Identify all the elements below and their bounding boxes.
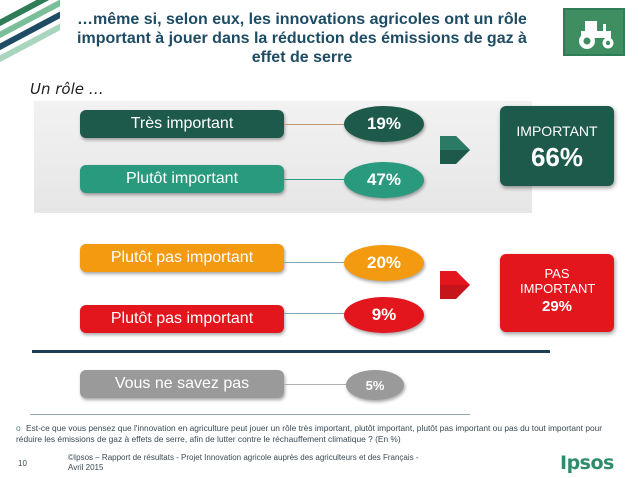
divider xyxy=(32,350,550,353)
connector-line xyxy=(284,124,346,125)
divider xyxy=(30,414,470,415)
row-label-pas-du-tout-important: Plutôt pas important xyxy=(80,305,284,333)
page-title: …même si, selon eux, les innovations agr… xyxy=(77,11,527,66)
total-pas-important-label: PAS IMPORTANT xyxy=(520,266,596,296)
connector-line xyxy=(284,179,346,180)
header-decoration xyxy=(0,0,60,72)
total-important-label: IMPORTANT xyxy=(516,123,598,139)
connector-line xyxy=(284,262,346,263)
question-text: Est-ce que vous pensez que l'innovation … xyxy=(16,423,603,444)
arrow-right-icon xyxy=(440,136,470,164)
total-pas-important-value: 29% xyxy=(541,298,573,315)
page-number: 10 xyxy=(18,459,27,468)
total-important: IMPORTANT 66% xyxy=(500,106,614,186)
row-label-ne-savez-pas: Vous ne savez pas xyxy=(80,370,284,398)
value-plutot-important: 47% xyxy=(344,162,424,198)
connector-line xyxy=(284,384,346,385)
total-pas-important: PAS IMPORTANT 29% xyxy=(500,254,614,332)
bullet-icon: o xyxy=(16,423,21,433)
tractor-icon xyxy=(579,21,614,49)
row-label-plutot-important: Plutôt important xyxy=(80,165,284,193)
value-plutot-pas-important: 20% xyxy=(344,245,424,281)
value-pas-du-tout-important: 9% xyxy=(344,297,424,333)
row-label-tres-important: Très important xyxy=(80,110,284,138)
value-ne-savez-pas: 5% xyxy=(346,370,404,400)
section-subtitle: Un rôle … xyxy=(30,80,104,98)
value-tres-important: 19% xyxy=(344,106,424,142)
ipsos-logo: Ipsos xyxy=(560,452,614,474)
connector-line xyxy=(284,313,346,314)
arrow-right-icon xyxy=(440,271,470,299)
footer-copyright: ©Ipsos – Rapport de résultats - Projet I… xyxy=(68,453,419,472)
tractor-icon-box xyxy=(563,8,625,56)
total-important-value: 66% xyxy=(530,142,584,172)
row-label-plutot-pas-important: Plutôt pas important xyxy=(80,244,284,272)
survey-question: o Est-ce que vous pensez que l'innovatio… xyxy=(16,423,626,445)
